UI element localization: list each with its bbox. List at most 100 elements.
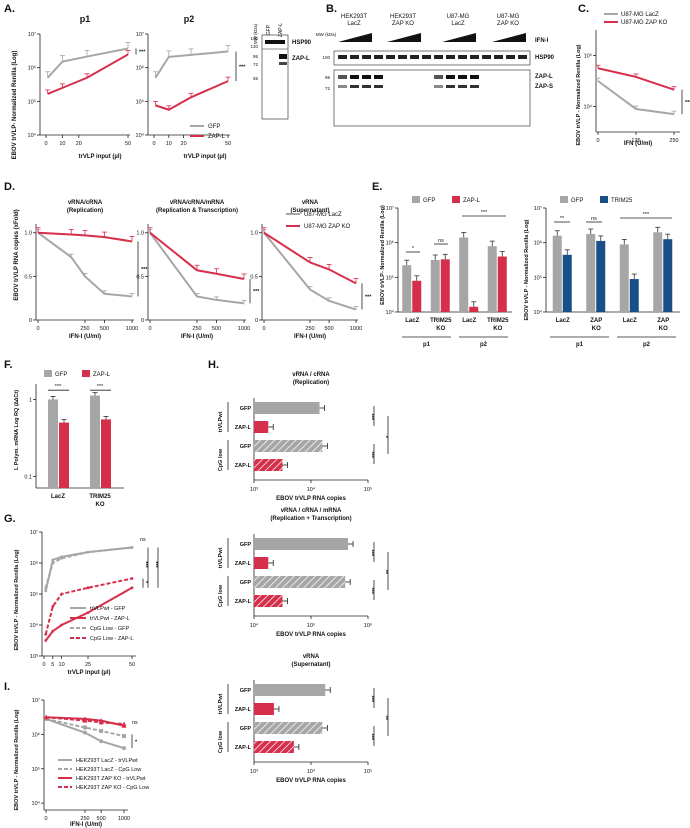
panel-e-legend: TRIM25 (611, 198, 633, 204)
panel-b-zap-s-band (362, 85, 371, 88)
panel-g-legend: CpG Low - ZAP-L (90, 636, 133, 642)
panel-a-chart-title: p1 (80, 14, 91, 24)
panel-i-x-tick-label: 250 (80, 816, 89, 822)
panel-i-series (45, 716, 125, 726)
panel-b-marker: 95 (325, 75, 331, 80)
panel-b-group: U87-MG (447, 14, 470, 20)
panel-i-point (98, 719, 104, 725)
panel-a-blot-lane: GFP (266, 24, 272, 35)
panel-i-ylabel: EBOV trVLP - Normalized Renilla (Log) (14, 709, 20, 810)
panel-i-xlabel: IFN-I (U/ml) (70, 822, 102, 828)
panel-a-x-tick-label: 50 (225, 141, 231, 147)
panel-i-y-tick-label: 10⁵ (32, 766, 40, 773)
panel-b-band-zaps: ZAP-S (535, 84, 553, 90)
panel-i-x-tick-label: 0 (44, 816, 47, 822)
panel-b-zap-s-band (458, 85, 467, 88)
panel-g-point (130, 577, 134, 580)
panel-e-ylabel: EBOV trVLP- Normalized Renilla (Log) (380, 205, 386, 305)
panel-e-y-tick-label: 10⁴ (386, 309, 395, 316)
panel-f-ylabel: L Polym. mRNA Log RQ (∆∆Ct) (14, 390, 20, 470)
panel-e-legend: GFP (571, 198, 583, 204)
panel-b-ifn-wedge (338, 33, 372, 42)
panel-g-point (60, 592, 63, 596)
panel-f-y-tick-label: 1 (29, 397, 32, 403)
panel-h-x-tick-label: 10⁴ (307, 768, 316, 775)
panel-f-cat: LacZ (51, 494, 65, 500)
panel-g-point (44, 589, 48, 593)
panel-g-point (44, 639, 48, 642)
panel-d-x-tick-label: 0 (148, 326, 151, 332)
panel-h-sig-label: *** (372, 695, 378, 702)
panel-e-bar (469, 306, 479, 312)
panel-g-letter: G. (4, 513, 16, 525)
panel-d-x-tick-label: 250 (305, 326, 314, 332)
panel-a-xlabel: trVLP input (µl) (78, 154, 121, 160)
panel-a-blot-frame (261, 34, 289, 120)
panel-e-letter: E. (372, 181, 382, 193)
panel-b-hsp90-band (422, 55, 431, 59)
panel-g-x-tick-label: 5 (51, 662, 54, 668)
panel-h-group: trVLPwt (218, 693, 224, 714)
panel-e-ylabel2: EBOV trVLP - Normalized Renilla (Log) (524, 219, 530, 320)
panel-b-zap-s-band (338, 85, 347, 88)
panel-e-bar (402, 265, 412, 312)
panel-e-bar (629, 279, 639, 312)
panel-h-chart-title: vRNA / cRNA (292, 372, 330, 378)
panel-b-zap-s-band (350, 85, 359, 88)
panel-g-legend: trVLPwt - ZAP-L (90, 616, 130, 622)
panel-d-series (37, 231, 133, 298)
panel-c-legend: U87-MG LacZ (621, 12, 659, 18)
panel-g-y-tick-label: 10³ (30, 654, 38, 660)
panel-h-bar (254, 440, 323, 452)
panel-e-passage: p2 (643, 342, 651, 348)
panel-b-hsp90-band (458, 55, 467, 59)
panel-d-y-tick-label: 0 (141, 318, 144, 324)
panel-h-sig-label: *** (372, 451, 378, 458)
panel-i-letter: I. (4, 681, 10, 693)
panel-a-blot-mw: MW (kDa) (253, 23, 258, 44)
panel-a-y-tick-label: 10⁶ (28, 65, 36, 72)
panel-h-row: ZAP-L (235, 561, 252, 567)
panel-a-legend-zap: ZAP-L (208, 134, 226, 140)
panel-d-ylabel: EBOV trVLP RNA copies (xFold) (14, 209, 20, 300)
panel-c-legend: U87-MG ZAP KO (621, 20, 668, 26)
panel-a-blot-hsp90-band (265, 40, 285, 44)
panel-h-bar (254, 576, 346, 588)
panel-e-passage: p1 (423, 342, 431, 348)
panel-h-bar (254, 684, 326, 696)
panel-d-series (149, 232, 245, 305)
panel-d-sig-label: *** (365, 294, 372, 300)
panel-g-point (60, 556, 63, 560)
panel-b-zap-l-band (458, 75, 467, 79)
panel-h-bar (254, 538, 349, 550)
panel-b-zap-s-band (470, 85, 479, 88)
panel-h-group: CpG low (218, 448, 224, 471)
panel-h-bar (254, 557, 269, 569)
panel-g-y-tick-label: 10⁶ (30, 560, 38, 567)
panel-d-y-tick-label: 0 (255, 318, 258, 324)
panel-f-legend-swatch (82, 370, 90, 377)
panel-d-legend: U87-MG ZAP KO (304, 224, 351, 230)
panel-b-hsp90-band (350, 55, 359, 59)
panel-e-bar (430, 260, 440, 312)
panel-d-sig-label: *** (141, 267, 148, 273)
panel-i-y-tick-label: 10⁶ (32, 731, 40, 738)
panel-a-sig-label: *** (139, 50, 146, 56)
panel-h-row: GFP (240, 406, 252, 412)
panel-h-sig-label: *** (372, 587, 378, 594)
panel-d-y-tick-label: 1.0 (24, 231, 32, 237)
panel-i-sig-label: * (135, 739, 138, 745)
panel-a-blot-zap-band (279, 54, 287, 59)
panel-h-row: ZAP-L (235, 599, 252, 605)
panel-i-point (122, 746, 126, 751)
panel-i-point (83, 725, 87, 730)
panel-d-x-tick-label: 250 (80, 326, 89, 332)
panel-b-hsp90-band (398, 55, 407, 59)
panel-f-legend-swatch (44, 370, 52, 377)
panel-e-cat: LacZ (623, 318, 637, 324)
panel-d-chart-title: vRNA/cRNA (68, 200, 103, 206)
panel-g-point (86, 550, 90, 554)
panel-e-sig-label: *** (643, 212, 650, 218)
panel-g-point (51, 629, 55, 633)
panel-d-y-tick-label: 0.5 (250, 274, 258, 280)
